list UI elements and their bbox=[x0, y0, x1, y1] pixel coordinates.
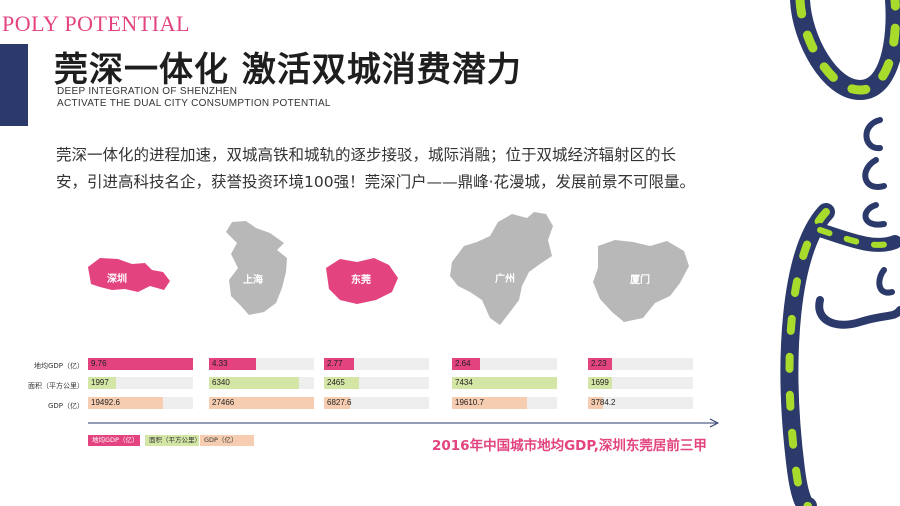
bar-value-area-dongguan: 2465 bbox=[327, 378, 345, 387]
page-title: 莞深一体化 激活双城消费潜力 bbox=[54, 50, 522, 90]
bar-gdp-dongguan bbox=[324, 397, 351, 409]
bar-gdp-per-area-shanghai bbox=[209, 358, 256, 370]
legend-gdp: GDP（亿） bbox=[200, 435, 254, 446]
row-label-gdp: GDP（亿） bbox=[47, 402, 84, 410]
bar-value-area-guangzhou: 7434 bbox=[455, 378, 473, 387]
legend-area: 面积（平方公里） bbox=[145, 435, 201, 446]
bar-track-gdp-dongguan: 6827.6 bbox=[324, 397, 429, 409]
bar-track-gdp-shenzhen: 19492.6 bbox=[88, 397, 193, 409]
map-shanghai: 上海 bbox=[226, 221, 287, 315]
bar-value-gdp-per-area-dongguan: 2.77 bbox=[327, 359, 343, 368]
map-label-xiamen: 厦门 bbox=[630, 273, 650, 286]
bar-track-gdp-per-area-guangzhou: 2.64 bbox=[452, 358, 557, 370]
chart-caption: 2016年中国城市地均GDP,深圳东莞居前三甲 bbox=[432, 438, 707, 454]
bar-track-area-dongguan: 2465 bbox=[324, 377, 429, 389]
map-shenzhen: 深圳 bbox=[88, 258, 170, 292]
bar-gdp-guangzhou bbox=[452, 397, 527, 409]
bar-track-gdp-per-area-xiamen: 2.23 bbox=[588, 358, 693, 370]
bar-gdp-shenzhen bbox=[88, 397, 163, 409]
map-label-shanghai: 上海 bbox=[243, 273, 263, 286]
bar-value-area-shanghai: 6340 bbox=[212, 378, 230, 387]
bar-value-gdp-shenzhen: 19492.6 bbox=[91, 398, 120, 407]
brand-logo-text: POLY POTENTIAL bbox=[2, 11, 190, 36]
bar-area-shanghai bbox=[209, 377, 299, 389]
bar-track-gdp-per-area-dongguan: 2.77 bbox=[324, 358, 429, 370]
sidebar-accent-bar bbox=[0, 44, 28, 126]
map-xiamen: 厦门 bbox=[593, 240, 689, 322]
bar-gdp-per-area-xiamen bbox=[588, 358, 612, 370]
bar-gdp-per-area-dongguan bbox=[324, 358, 354, 370]
bar-track-area-shanghai: 6340 bbox=[209, 377, 314, 389]
bar-track-area-xiamen: 1699 bbox=[588, 377, 693, 389]
bar-gdp-shanghai bbox=[209, 397, 314, 409]
map-guangzhou: 广州 bbox=[450, 212, 553, 325]
bar-gdp-per-area-guangzhou bbox=[452, 358, 481, 370]
bar-gdp-xiamen bbox=[588, 397, 603, 409]
bar-value-gdp-per-area-xiamen: 2.23 bbox=[591, 359, 607, 368]
bar-track-area-shenzhen: 1997 bbox=[88, 377, 193, 389]
bar-value-gdp-per-area-guangzhou: 2.64 bbox=[455, 359, 471, 368]
subtitle-line-2: ACTIVATE THE DUAL CITY CONSUMPTION POTEN… bbox=[57, 98, 331, 109]
decorative-letters bbox=[780, 0, 900, 506]
bar-area-xiamen bbox=[588, 377, 612, 389]
bar-area-dongguan bbox=[324, 377, 359, 389]
bar-value-gdp-guangzhou: 19610.7 bbox=[455, 398, 484, 407]
subtitle-line-1: DEEP INTEGRATION OF SHENZHEN bbox=[57, 86, 238, 97]
bar-value-gdp-xiamen: 3784.2 bbox=[591, 398, 616, 407]
bar-value-gdp-per-area-shenzhen: 9.76 bbox=[91, 359, 107, 368]
bar-area-shenzhen bbox=[88, 377, 117, 389]
bar-track-gdp-shanghai: 27466 bbox=[209, 397, 314, 409]
bar-gdp-per-area-shenzhen bbox=[88, 358, 193, 370]
bar-value-gdp-per-area-shanghai: 4.33 bbox=[212, 359, 228, 368]
bar-track-gdp-guangzhou: 19610.7 bbox=[452, 397, 557, 409]
bar-track-gdp-xiamen: 3784.2 bbox=[588, 397, 693, 409]
legend-gdp-per-area: 地均GDP（亿） bbox=[88, 435, 140, 446]
bar-value-area-shenzhen: 1997 bbox=[91, 378, 109, 387]
timeline-arrow bbox=[88, 418, 720, 428]
row-label-area: 面积（平方公里） bbox=[28, 382, 84, 390]
map-label-guangzhou: 广州 bbox=[495, 272, 515, 285]
bar-value-gdp-shanghai: 27466 bbox=[212, 398, 235, 407]
intro-paragraph: 莞深一体化的进程加速，双城高铁和城轨的逐步接驳，城际消融；位于双城经济辐射区的长… bbox=[56, 146, 696, 191]
bar-track-gdp-per-area-shanghai: 4.33 bbox=[209, 358, 314, 370]
bar-track-area-guangzhou: 7434 bbox=[452, 377, 557, 389]
map-label-shenzhen: 深圳 bbox=[107, 272, 127, 285]
row-label-gdp-per-area: 地均GDP（亿） bbox=[33, 362, 84, 370]
bar-track-gdp-per-area-shenzhen: 9.76 bbox=[88, 358, 193, 370]
bar-value-gdp-dongguan: 6827.6 bbox=[327, 398, 352, 407]
map-label-dongguan: 东莞 bbox=[351, 273, 371, 286]
bar-value-area-xiamen: 1699 bbox=[591, 378, 609, 387]
map-dongguan: 东莞 bbox=[326, 258, 398, 304]
bar-area-guangzhou bbox=[452, 377, 557, 389]
